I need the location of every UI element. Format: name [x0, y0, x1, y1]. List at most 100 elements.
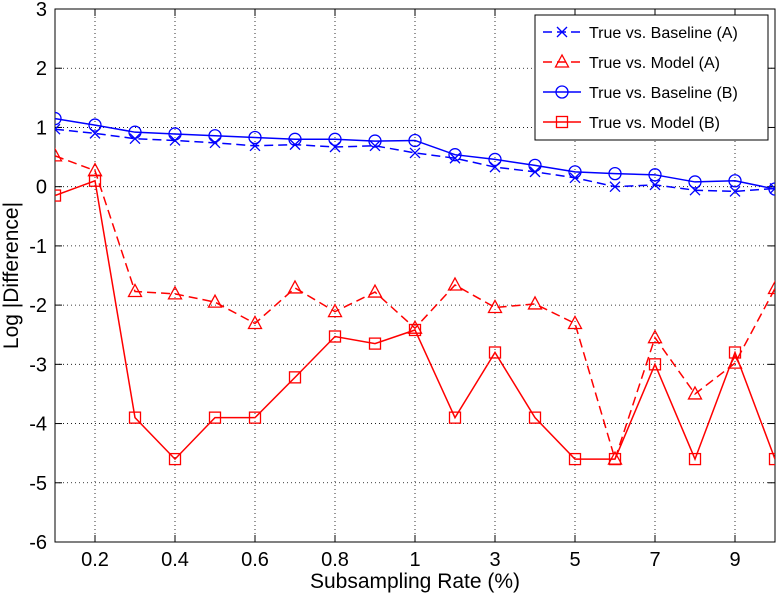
tick-labels: 0.2 0.4 0.6 0.8 1 3 5 7 9 3 2 1 0 -1 -2 -3 -4 -5 -6	[29, 0, 740, 571]
legend-label: True vs. Baseline (B)	[589, 85, 738, 102]
y-tick-label: -1	[29, 236, 47, 258]
y-tick-label: -4	[29, 414, 47, 436]
y-tick-label: -5	[29, 473, 47, 495]
data-point	[208, 411, 222, 424]
x-tick-label: 5	[569, 549, 580, 571]
x-tick-label: 1	[409, 549, 420, 571]
x-tick-label: 9	[729, 549, 740, 571]
data-point	[648, 358, 662, 371]
data-point	[288, 132, 302, 146]
x-tick-label: 7	[649, 549, 660, 571]
x-tick-label: 0.4	[161, 549, 189, 571]
y-tick-label: -3	[29, 354, 47, 376]
legend-label: True vs. Model (A)	[589, 55, 720, 72]
x-tick-label: 3	[489, 549, 500, 571]
legend-entry: True vs. Model (B)	[543, 115, 720, 132]
series-layer	[55, 111, 775, 466]
legend-marker	[556, 26, 568, 38]
data-point	[568, 452, 582, 466]
series-3	[55, 111, 775, 196]
data-point	[407, 319, 423, 334]
legend: True vs. Baseline (A) True vs. Model (A) T…	[534, 14, 769, 141]
data-point	[567, 315, 583, 330]
y-axis-label: Log |Difference|	[0, 202, 23, 349]
y-tick-label: 3	[36, 0, 47, 21]
marker-stroke	[769, 187, 775, 194]
marker-stroke	[556, 26, 568, 38]
series-line	[55, 179, 775, 462]
marker-stroke	[649, 179, 661, 191]
marker-stroke	[369, 140, 381, 152]
legend-marker	[555, 115, 569, 129]
data-point	[447, 276, 463, 291]
legend-marker	[555, 85, 569, 99]
data-point	[248, 411, 262, 424]
data-point	[769, 182, 775, 194]
data-point	[768, 452, 775, 466]
x-axis-label: Subsampling Rate (%)	[310, 570, 520, 593]
marker-stroke	[209, 137, 221, 149]
data-point	[369, 140, 381, 152]
data-point	[288, 371, 302, 384]
y-tick-label: 1	[36, 117, 47, 139]
data-point	[568, 165, 582, 179]
legend-box	[534, 14, 769, 141]
data-point	[248, 130, 262, 145]
data-point	[289, 139, 301, 151]
data-point	[448, 411, 462, 424]
y-tick-label: -2	[29, 295, 47, 317]
marker-stroke	[409, 147, 421, 159]
legend-label: True vs. Baseline (A)	[589, 25, 738, 42]
marker-stroke	[729, 185, 741, 197]
data-point	[609, 181, 621, 193]
legend-label: True vs. Model (B)	[589, 115, 720, 132]
legend-entry: True vs. Model (A)	[543, 53, 720, 72]
y-tick-label: 0	[36, 177, 47, 199]
data-point	[207, 293, 223, 308]
data-point	[688, 175, 702, 189]
data-point	[528, 158, 542, 172]
data-point	[368, 134, 382, 148]
data-point	[647, 329, 663, 344]
data-point	[608, 166, 622, 181]
data-point	[128, 125, 142, 139]
marker-stroke	[55, 128, 61, 135]
data-point	[88, 118, 102, 132]
series-line	[55, 155, 775, 462]
data-point	[287, 279, 303, 294]
data-point	[168, 452, 182, 466]
x-tick-label: 0.6	[241, 549, 269, 571]
data-point	[488, 152, 502, 167]
y-tick-label: 2	[36, 58, 47, 80]
data-point	[408, 133, 422, 148]
data-point	[728, 346, 742, 359]
legend-marker	[554, 53, 570, 68]
data-point	[688, 452, 702, 466]
marker-stroke	[289, 139, 301, 151]
data-point	[327, 303, 343, 318]
data-point	[488, 346, 502, 359]
data-point	[409, 147, 421, 159]
data-point	[367, 283, 383, 298]
data-point	[55, 111, 62, 126]
y-tick-label: -6	[29, 532, 47, 554]
data-point	[247, 315, 263, 330]
data-point	[528, 411, 542, 424]
data-point	[729, 185, 741, 197]
marker-stroke	[55, 123, 61, 131]
data-point	[527, 295, 543, 310]
data-point	[768, 182, 775, 196]
data-point	[328, 132, 342, 146]
marker-stroke	[769, 182, 775, 190]
data-point	[648, 168, 662, 182]
marker-stroke	[609, 181, 621, 193]
data-point	[55, 189, 62, 202]
data-point	[127, 283, 143, 298]
data-point	[328, 330, 342, 343]
x-tick-label: 0.2	[81, 549, 109, 571]
data-point	[368, 337, 382, 350]
data-point	[448, 148, 462, 162]
data-point	[209, 137, 221, 149]
series-line	[55, 117, 775, 190]
